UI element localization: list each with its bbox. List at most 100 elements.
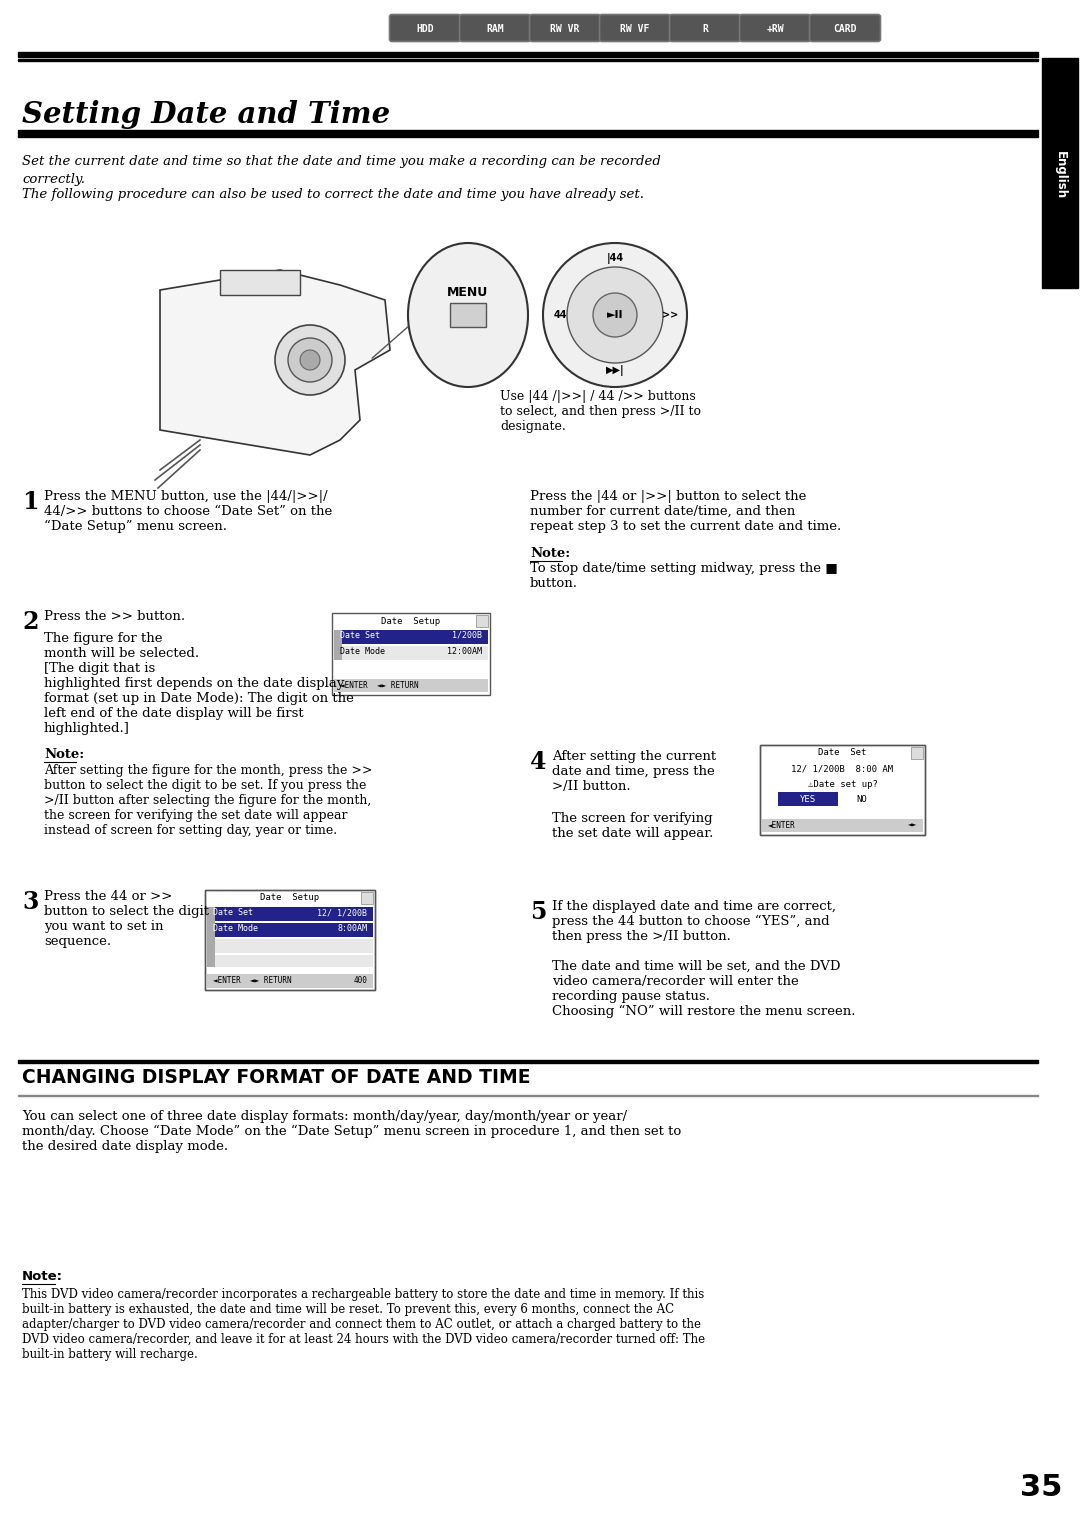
- Text: The date and time will be set, and the DVD
video camera/recorder will enter the
: The date and time will be set, and the D…: [552, 959, 855, 1018]
- Text: CARD: CARD: [834, 25, 856, 34]
- Circle shape: [567, 267, 663, 362]
- Text: R: R: [702, 25, 707, 34]
- Text: Date Mode: Date Mode: [340, 646, 384, 655]
- Text: ◄ENTER: ◄ENTER: [768, 821, 796, 830]
- Text: Note:: Note:: [530, 546, 570, 560]
- Text: 4: 4: [530, 751, 546, 774]
- FancyBboxPatch shape: [599, 14, 671, 41]
- Text: Press the MENU button, use the |44/|>>|/
44/>> buttons to choose “Date Set” on t: Press the MENU button, use the |44/|>>|/…: [44, 490, 333, 533]
- Text: 12:00AM: 12:00AM: [447, 646, 482, 655]
- Text: If the displayed date and time are correct,
press the 44 button to choose “YES”,: If the displayed date and time are corre…: [552, 900, 836, 944]
- Text: English: English: [1053, 150, 1067, 200]
- Text: The screen for verifying
the set date will appear.: The screen for verifying the set date wi…: [552, 812, 714, 840]
- Bar: [361, 892, 373, 904]
- Text: Date  Setup: Date Setup: [260, 893, 320, 903]
- FancyBboxPatch shape: [810, 14, 880, 41]
- Text: YES: YES: [800, 795, 816, 804]
- Text: 1: 1: [22, 490, 39, 514]
- Text: Date  Set: Date Set: [819, 748, 866, 757]
- Bar: [18, 1061, 1038, 1062]
- Bar: [207, 907, 373, 921]
- Circle shape: [300, 350, 320, 370]
- Text: 3: 3: [22, 890, 39, 913]
- Text: Note:: Note:: [44, 748, 84, 761]
- Bar: [205, 890, 375, 990]
- Polygon shape: [160, 270, 390, 454]
- Text: 400: 400: [353, 976, 367, 985]
- Text: 35: 35: [1020, 1474, 1063, 1503]
- Bar: [842, 792, 882, 806]
- Bar: [207, 975, 373, 989]
- Text: Use |44 /|>>| / 44 />> buttons
to select, and then press >/II to
designate.: Use |44 /|>>| / 44 />> buttons to select…: [500, 390, 701, 433]
- Text: After setting the current
date and time, press the
>/II button.: After setting the current date and time,…: [552, 751, 716, 794]
- Text: After setting the figure for the month, press the >>
button to select the digit : After setting the figure for the month, …: [44, 764, 373, 837]
- Text: ►II: ►II: [607, 310, 623, 319]
- Bar: [334, 678, 488, 692]
- FancyBboxPatch shape: [390, 14, 460, 41]
- Text: ▶▶|: ▶▶|: [606, 365, 624, 376]
- Text: +RW: +RW: [766, 25, 784, 34]
- Bar: [912, 748, 923, 758]
- Bar: [332, 612, 490, 695]
- Circle shape: [593, 293, 637, 338]
- Circle shape: [275, 325, 345, 394]
- Text: The following procedure can also be used to correct the date and time you have a: The following procedure can also be used…: [22, 187, 644, 201]
- Bar: [760, 744, 924, 835]
- Bar: [18, 52, 1038, 57]
- Bar: [207, 939, 373, 953]
- Circle shape: [288, 338, 332, 382]
- Text: 12/ 1/200B  8:00 AM: 12/ 1/200B 8:00 AM: [792, 764, 893, 774]
- Bar: [334, 629, 488, 645]
- Text: You can select one of three date display formats: month/day/year, day/month/year: You can select one of three date display…: [22, 1110, 681, 1153]
- Bar: [18, 58, 1038, 61]
- Text: RW VF: RW VF: [620, 25, 650, 34]
- FancyBboxPatch shape: [459, 14, 530, 41]
- FancyBboxPatch shape: [670, 14, 741, 41]
- Text: Date Mode: Date Mode: [213, 924, 258, 933]
- Text: 44: 44: [553, 310, 567, 319]
- Bar: [334, 616, 488, 628]
- Text: ◄ENTER  ◄► RETURN: ◄ENTER ◄► RETURN: [340, 682, 419, 691]
- Text: ⚠Date set up?: ⚠Date set up?: [808, 780, 877, 789]
- Text: RAM: RAM: [486, 25, 503, 34]
- Text: RW VR: RW VR: [551, 25, 580, 34]
- Text: Press the |44 or |>>| button to select the
number for current date/time, and the: Press the |44 or |>>| button to select t…: [530, 490, 841, 533]
- Text: To stop date/time setting midway, press the ■
button.: To stop date/time setting midway, press …: [530, 562, 838, 589]
- Bar: [762, 820, 923, 832]
- Text: 2: 2: [22, 609, 39, 634]
- Bar: [1042, 58, 1078, 289]
- Text: Note:: Note:: [22, 1269, 63, 1283]
- Text: 1/200B: 1/200B: [453, 631, 482, 640]
- Bar: [760, 744, 924, 835]
- Text: 8:00AM: 8:00AM: [337, 924, 367, 933]
- Text: |44: |44: [607, 253, 623, 264]
- FancyBboxPatch shape: [529, 14, 600, 41]
- Bar: [18, 130, 1038, 134]
- Bar: [778, 792, 838, 806]
- Text: Press the 44 or >>
button to select the digit
you want to set in
sequence.: Press the 44 or >> button to select the …: [44, 890, 210, 949]
- Text: Date Set: Date Set: [213, 909, 253, 916]
- Bar: [207, 955, 373, 967]
- FancyBboxPatch shape: [740, 14, 810, 41]
- Bar: [334, 629, 342, 660]
- Text: Date Set: Date Set: [340, 631, 380, 640]
- Text: ◄ENTER  ◄► RETURN: ◄ENTER ◄► RETURN: [213, 976, 292, 985]
- Bar: [220, 270, 300, 295]
- Text: MENU: MENU: [447, 287, 488, 299]
- Text: CHANGING DISPLAY FORMAT OF DATE AND TIME: CHANGING DISPLAY FORMAT OF DATE AND TIME: [22, 1068, 530, 1087]
- Bar: [207, 907, 215, 967]
- Text: 5: 5: [530, 900, 546, 924]
- Bar: [205, 890, 375, 990]
- Text: Press the >> button.: Press the >> button.: [44, 609, 185, 623]
- Bar: [207, 923, 373, 936]
- Text: NO: NO: [856, 795, 867, 804]
- Text: Setting Date and Time: Setting Date and Time: [22, 100, 390, 129]
- Ellipse shape: [408, 243, 528, 387]
- Text: >>: >>: [662, 310, 678, 319]
- Bar: [450, 302, 486, 327]
- Text: HDD: HDD: [416, 25, 434, 34]
- Text: correctly.: correctly.: [22, 173, 85, 186]
- Text: Set the current date and time so that the date and time you make a recording can: Set the current date and time so that th…: [22, 155, 661, 167]
- Circle shape: [543, 243, 687, 387]
- Text: Date  Setup: Date Setup: [381, 617, 441, 626]
